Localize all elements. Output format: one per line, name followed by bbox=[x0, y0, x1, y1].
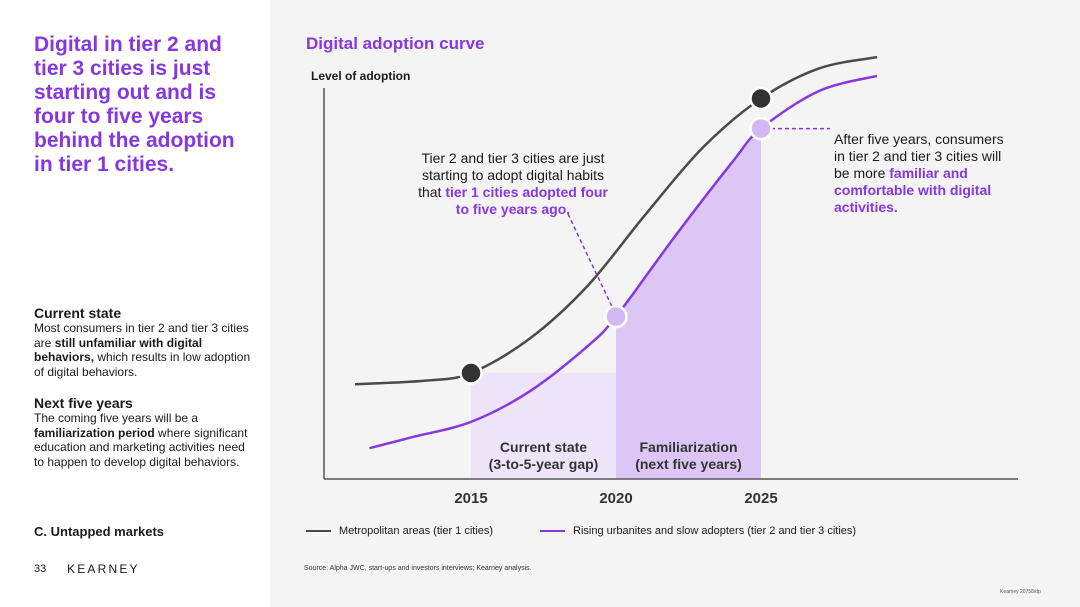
legend-label-tier1: Metropolitan areas (tier 1 cities) bbox=[339, 525, 494, 537]
annotation-right-line-4: comfortable with digital bbox=[834, 182, 991, 198]
left-panel: Digital in tier 2 and tier 3 cities is j… bbox=[0, 0, 270, 607]
annotation-right-line-1: After five years, consumers bbox=[834, 131, 1004, 147]
legend-swatch-tier1 bbox=[306, 529, 331, 533]
current-state-text: Most consumers in tier 2 and tier 3 citi… bbox=[34, 321, 251, 379]
annotation-left-line-3: that tier 1 cities adopted four bbox=[418, 184, 608, 200]
brand-logo: KEARNEY bbox=[67, 562, 140, 576]
annotation-right-line-3: be more familiar and bbox=[834, 165, 968, 181]
annotation-right-line-2: in tier 2 and tier 3 cities will bbox=[834, 148, 1001, 164]
current-state-title: Current state bbox=[34, 305, 122, 321]
headline: Digital in tier 2 and tier 3 cities is j… bbox=[34, 33, 235, 176]
legend-item-tier23: Rising urbanites and slow adopters (tier… bbox=[540, 525, 856, 537]
job-code: Kearney 20758/dp bbox=[1000, 589, 1041, 595]
annotation-left-line-4: to five years ago. bbox=[456, 201, 570, 217]
annotation-connector-left bbox=[567, 213, 613, 307]
x-tick-label-2025: 2025 bbox=[744, 490, 777, 507]
shaded-region-2 bbox=[616, 128, 761, 479]
legend-swatch-tier23 bbox=[540, 529, 565, 533]
marker-3 bbox=[604, 304, 628, 329]
shaded-region-label-1: Current state bbox=[500, 439, 587, 455]
section-label[interactable]: C. Untapped markets bbox=[34, 524, 165, 539]
series-line-1 bbox=[354, 55, 878, 386]
marker-4 bbox=[749, 116, 773, 141]
source-note: Source: Alpha JWC, start-ups and investo… bbox=[304, 565, 532, 572]
shaded-region-1 bbox=[471, 373, 616, 479]
next-five-years-title: Next five years bbox=[34, 395, 133, 411]
marker-2 bbox=[749, 86, 773, 111]
chart-title: Digital adoption curve bbox=[306, 34, 485, 53]
annotation-left-line-1: Tier 2 and tier 3 cities are just bbox=[421, 150, 604, 166]
page-number: 33 bbox=[34, 563, 47, 575]
x-tick-label-2020: 2020 bbox=[599, 490, 632, 507]
y-axis-label: Level of adoption bbox=[311, 69, 410, 83]
marker-1 bbox=[459, 361, 483, 385]
next-five-years-text: The coming five years will be a familiar… bbox=[34, 411, 248, 469]
legend-label-tier23: Rising urbanites and slow adopters (tier… bbox=[573, 525, 857, 537]
annotation-right-line-5: activities. bbox=[834, 199, 898, 215]
annotation-left-line-2: starting to adopt digital habits bbox=[422, 167, 604, 183]
x-tick-label-2015: 2015 bbox=[454, 490, 487, 507]
legend-item-tier1: Metropolitan areas (tier 1 cities) bbox=[306, 525, 493, 537]
shaded-region-label-2: Familiarization bbox=[639, 439, 737, 455]
shaded-region-sublabel-1: (3-to-5-year gap) bbox=[489, 456, 599, 472]
shaded-region-sublabel-2: (next five years) bbox=[635, 456, 742, 472]
